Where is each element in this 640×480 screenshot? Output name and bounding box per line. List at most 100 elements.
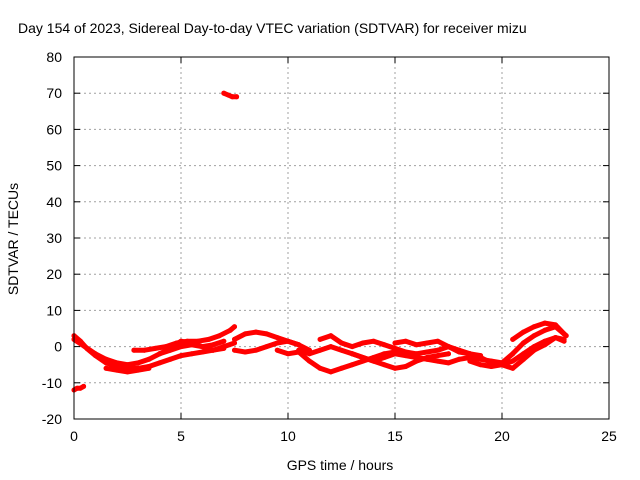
data-point [542, 327, 548, 333]
data-point [229, 94, 235, 100]
data-point [217, 333, 222, 339]
data-point [371, 358, 377, 364]
y-tick-label: 60 [46, 121, 62, 137]
data-point [221, 90, 227, 96]
data-point [157, 351, 163, 357]
data-point [306, 351, 312, 357]
data-point [135, 360, 141, 366]
data-point [435, 338, 441, 344]
data-point [210, 347, 216, 353]
data-point [199, 349, 205, 355]
data-point [296, 342, 302, 348]
data-point [339, 347, 344, 353]
data-point [435, 358, 441, 364]
data-point [253, 329, 259, 335]
data-point [274, 347, 280, 353]
data-point [146, 356, 152, 362]
data-point [206, 336, 212, 342]
tick-marks [73, 56, 610, 420]
data-point [520, 340, 526, 346]
data-point [392, 365, 398, 371]
data-point [435, 347, 441, 353]
data-point [135, 367, 141, 373]
data-point [349, 344, 355, 350]
data-point [403, 338, 409, 344]
data-point [232, 347, 237, 353]
data-point [317, 347, 323, 353]
data-point [199, 344, 205, 350]
y-tick-label: -10 [42, 375, 62, 391]
data-point [221, 345, 227, 351]
data-point [274, 335, 280, 341]
series-track-11 [349, 324, 569, 366]
data-point [328, 333, 334, 339]
data-point [92, 351, 98, 357]
data-point [131, 347, 137, 353]
data-point [510, 365, 516, 371]
data-point [253, 347, 259, 353]
series-line [467, 335, 567, 371]
x-tick-label: 5 [177, 428, 185, 444]
data-point [413, 342, 419, 348]
data-point [403, 364, 409, 369]
data-point [167, 345, 173, 351]
data-point [210, 342, 216, 348]
data-point [531, 333, 537, 339]
y-tick-label: 70 [46, 85, 62, 101]
data-point [234, 94, 240, 100]
data-point [189, 351, 195, 357]
data-point [381, 342, 387, 348]
data-point [446, 351, 451, 357]
data-point [242, 331, 248, 337]
data-point [360, 355, 366, 360]
series-track-14 [510, 320, 567, 342]
y-tick-label: 20 [46, 266, 62, 282]
series-track-13 [467, 335, 567, 371]
data-point [531, 324, 537, 330]
data-point [81, 383, 87, 389]
data-point [125, 362, 130, 368]
data-point [242, 349, 248, 355]
data-point [114, 360, 120, 366]
data-point [456, 356, 462, 362]
series-track-3 [103, 365, 152, 375]
data-point [103, 356, 109, 362]
y-tick-label: 80 [46, 49, 62, 65]
data-point [328, 369, 334, 375]
series-track-16 [221, 90, 240, 100]
data-point [306, 358, 312, 364]
data-point [371, 338, 377, 344]
x-tick-label: 20 [494, 428, 510, 444]
data-point [520, 329, 526, 335]
data-point [285, 338, 291, 344]
data-point [435, 353, 441, 359]
y-tick-label: 30 [46, 230, 62, 246]
series-track-12 [392, 335, 567, 368]
data-point [510, 358, 516, 364]
data-point [178, 338, 184, 344]
tick-labels: 0 5 10 15 20 25 -20 -10 0 10 20 30 40 50 60 70 80 [42, 49, 617, 444]
data-point [227, 327, 233, 333]
data-point [285, 351, 291, 357]
data-point [339, 340, 344, 346]
data-point [232, 336, 237, 342]
data-point [510, 336, 516, 342]
x-tick-label: 15 [387, 428, 403, 444]
data-point [232, 340, 237, 346]
data-point [467, 351, 473, 357]
data-point [146, 365, 152, 371]
data-point [114, 367, 120, 373]
y-tick-label: 40 [46, 194, 62, 210]
data-point [446, 360, 451, 366]
data-point [189, 340, 195, 346]
data-point [264, 344, 270, 350]
data-point [561, 331, 567, 337]
data-point [403, 353, 409, 359]
data-point [349, 362, 355, 368]
data-point [349, 351, 355, 357]
data-point [542, 320, 548, 326]
data-point [392, 340, 398, 346]
data-point [424, 340, 430, 346]
data-point [553, 335, 558, 341]
